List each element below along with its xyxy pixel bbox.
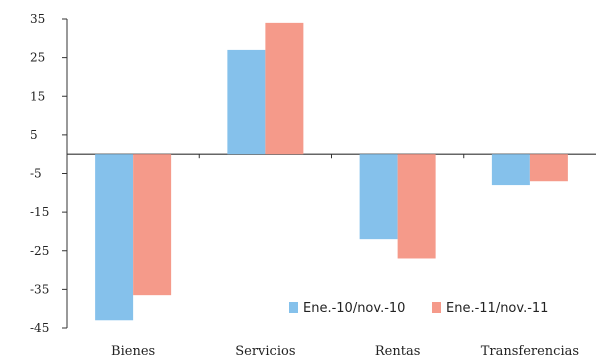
legend-swatch: [289, 302, 298, 313]
y-tick-label: -45: [30, 321, 49, 335]
x-category-label: Rentas: [375, 344, 421, 358]
bar: [265, 22, 304, 155]
y-tick-label: 15: [30, 89, 45, 103]
bar: [397, 154, 436, 259]
bars: [95, 22, 568, 321]
legend-label: Ene.-11/nov.-11: [446, 301, 548, 316]
y-tick-label: -25: [30, 244, 49, 258]
x-categories: Bienes Servicios Rentas Transferencias: [111, 344, 579, 358]
y-tick-label: -5: [30, 167, 42, 181]
bar: [529, 154, 568, 182]
legend-label: Ene.-10/nov.-10: [303, 301, 405, 316]
legend-swatch: [432, 302, 441, 313]
bar: [227, 49, 266, 155]
y-tick-label: -15: [30, 205, 49, 219]
y-tick-label: 5: [30, 128, 38, 142]
bar: [133, 154, 172, 296]
x-category-label: Bienes: [111, 344, 155, 358]
y-ticks: 35 25 15 5 -5 -15 -25 -35 -45: [30, 12, 67, 335]
y-tick-label: 35: [30, 12, 45, 26]
bar: [95, 154, 134, 321]
x-category-label: Transferencias: [481, 344, 579, 358]
y-tick-label: -35: [30, 282, 49, 296]
legend: Ene.-10/nov.-10 Ene.-11/nov.-11: [289, 301, 548, 316]
bar: [359, 154, 398, 240]
bar: [491, 154, 530, 186]
y-tick-label: 25: [30, 51, 45, 65]
x-category-label: Servicios: [235, 344, 295, 358]
